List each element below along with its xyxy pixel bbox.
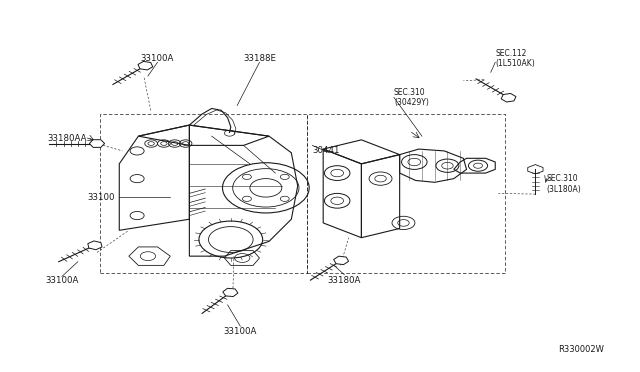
Polygon shape (333, 256, 349, 264)
Text: 33180A: 33180A (328, 276, 361, 285)
Text: 33100: 33100 (88, 193, 115, 202)
Polygon shape (528, 164, 543, 174)
Text: 33100A: 33100A (45, 276, 79, 285)
Text: 33188E: 33188E (243, 54, 276, 63)
Text: 33100A: 33100A (223, 327, 257, 336)
Text: R330002W: R330002W (557, 345, 604, 354)
Text: SEC.112
(1L510AK): SEC.112 (1L510AK) (495, 49, 535, 68)
Text: 30441: 30441 (312, 147, 340, 155)
Polygon shape (88, 241, 102, 250)
Text: 33180AA: 33180AA (47, 134, 87, 142)
Polygon shape (223, 288, 238, 296)
Polygon shape (501, 93, 516, 102)
Text: SEC.310
(3L180A): SEC.310 (3L180A) (547, 174, 582, 194)
Text: SEC.310
(30429Y): SEC.310 (30429Y) (394, 88, 429, 107)
Text: 33100A: 33100A (141, 54, 174, 63)
Polygon shape (90, 140, 104, 147)
Polygon shape (138, 61, 153, 70)
